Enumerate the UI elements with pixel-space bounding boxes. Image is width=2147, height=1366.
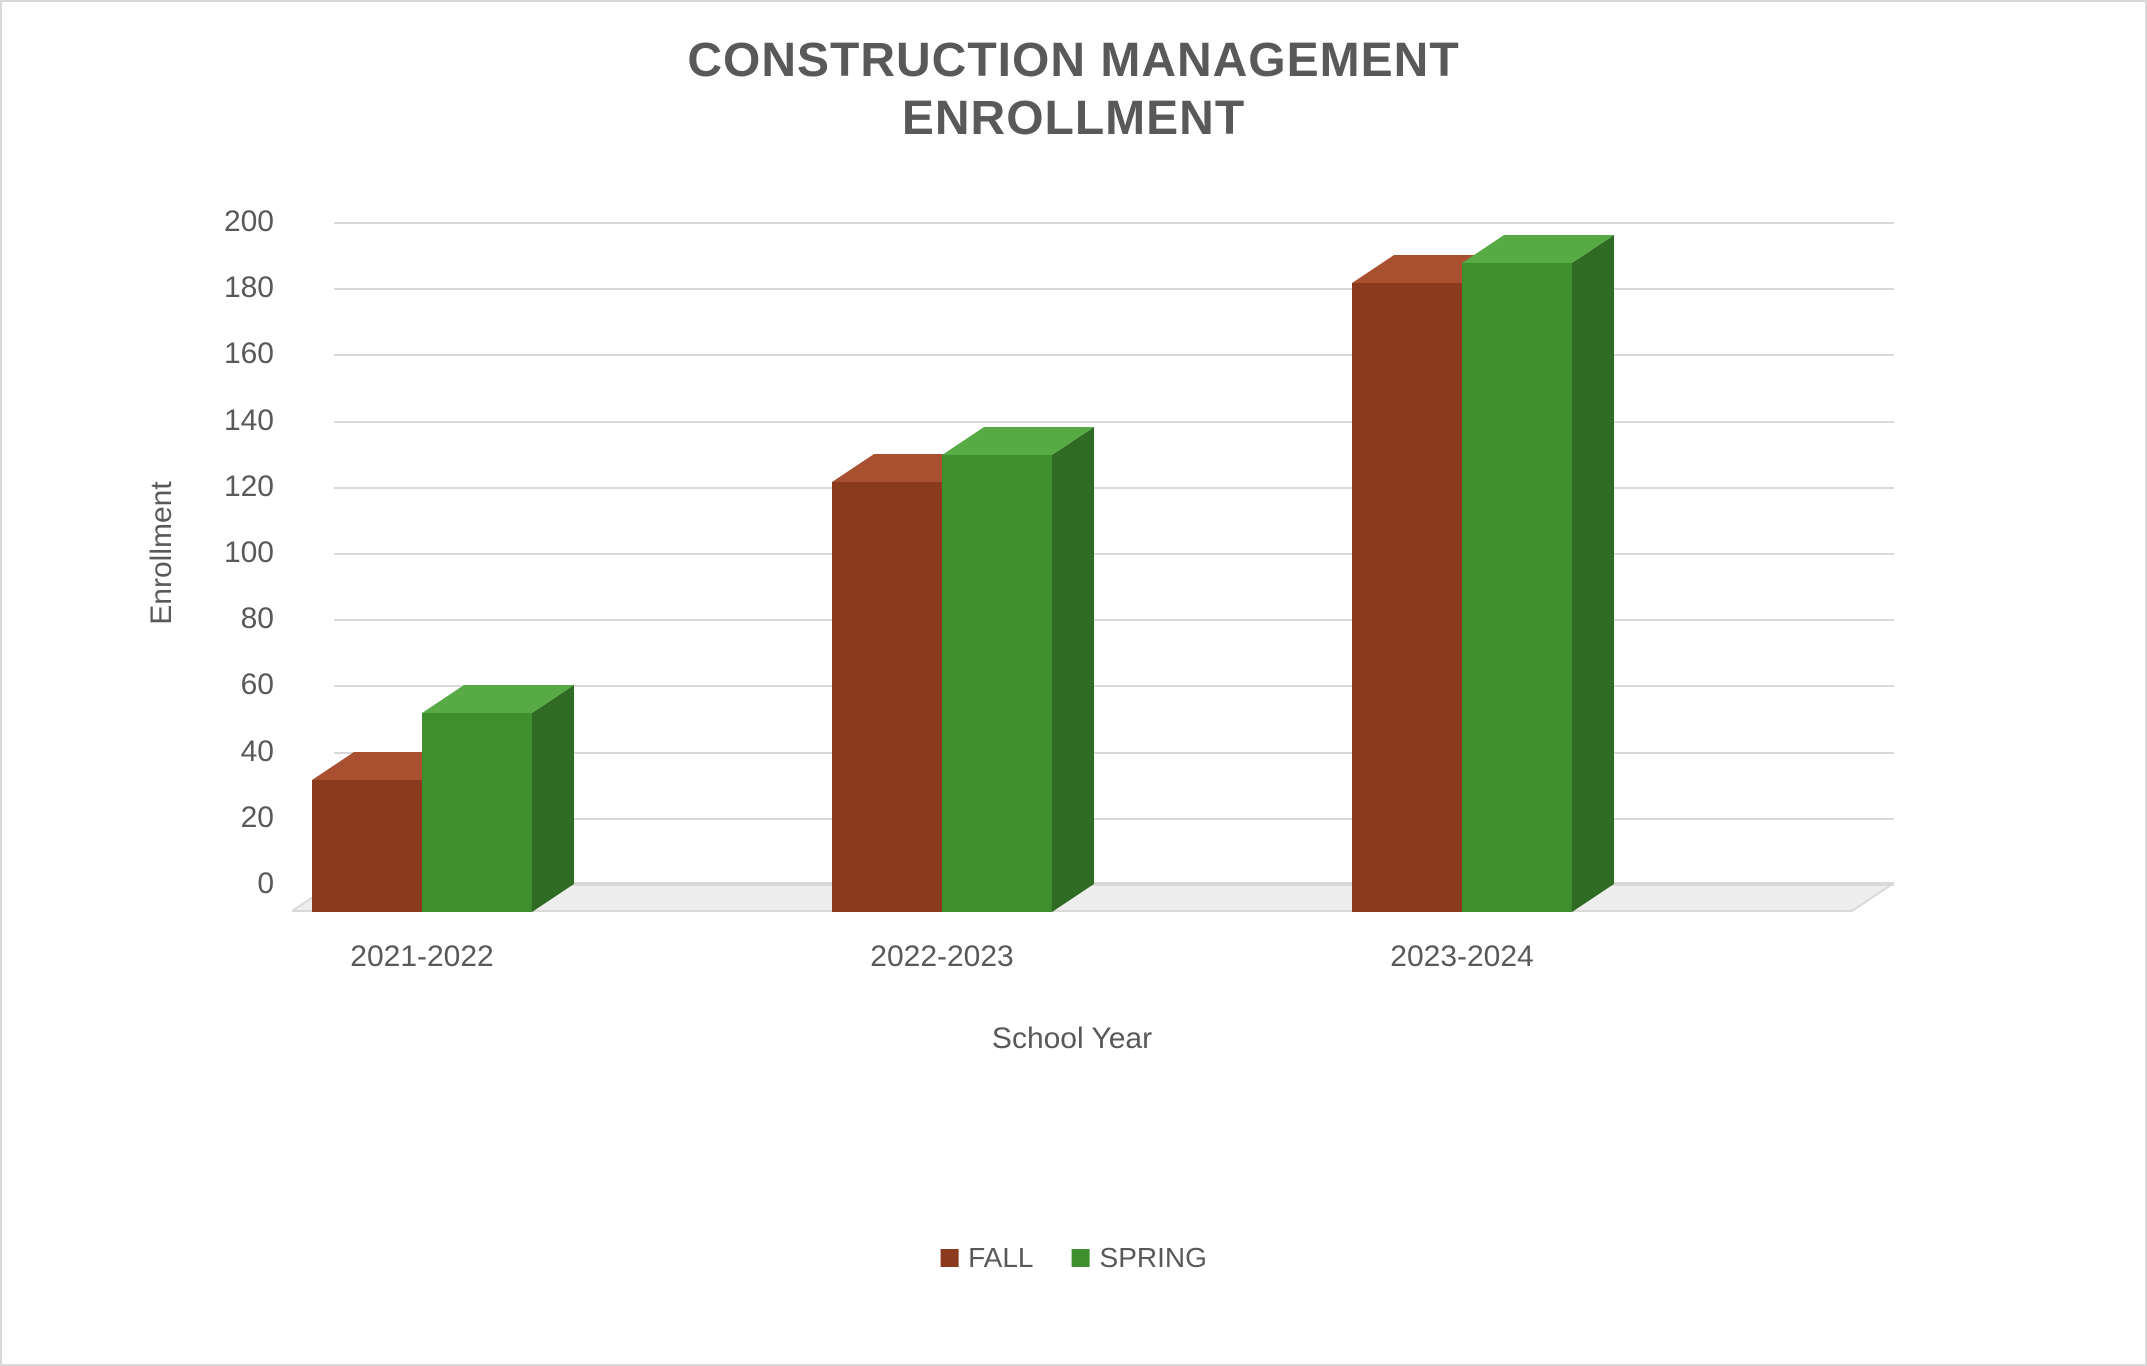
x-category-label: 2021-2022: [350, 912, 493, 974]
y-tick-label: 20: [241, 801, 274, 835]
legend: FALL SPRING: [940, 1242, 1207, 1274]
gridline: [334, 354, 1894, 356]
gridline: [334, 884, 1894, 886]
y-tick-label: 0: [257, 867, 274, 901]
gridline: [334, 288, 1894, 290]
y-axis-title: Enrollment: [145, 481, 179, 624]
legend-item-spring: SPRING: [1072, 1242, 1207, 1274]
chart-floor: [292, 882, 1894, 914]
y-tick-label: 40: [241, 735, 274, 769]
x-category-label: 2022-2023: [870, 912, 1013, 974]
legend-item-fall: FALL: [940, 1242, 1033, 1274]
chart-frame: CONSTRUCTION MANAGEMENT ENROLLMENT 02040…: [0, 0, 2147, 1366]
y-tick-label: 140: [224, 404, 274, 438]
gridline: [334, 818, 1894, 820]
chart-title-line-1: CONSTRUCTION MANAGEMENT: [2, 32, 2145, 90]
x-axis-title: School Year: [992, 1022, 1152, 1056]
y-tick-label: 80: [241, 602, 274, 636]
y-tick-label: 200: [224, 205, 274, 239]
y-tick-label: 60: [241, 668, 274, 702]
gridline: [334, 222, 1894, 224]
legend-swatch: [1072, 1249, 1090, 1267]
y-tick-label: 160: [224, 337, 274, 371]
bar-fall-2021-2022: [312, 780, 422, 912]
chart-title-line-2: ENROLLMENT: [2, 90, 2145, 148]
gridline: [334, 487, 1894, 489]
gridline: [334, 553, 1894, 555]
bar-fall-2022-2023: [832, 482, 942, 912]
bar-spring-2022-2023: [942, 455, 1052, 912]
bars-layer: [292, 222, 1852, 912]
gridline: [334, 619, 1894, 621]
gridline: [334, 752, 1894, 754]
bar-spring-2021-2022: [422, 713, 532, 912]
y-tick-label: 180: [224, 271, 274, 305]
gridline: [334, 685, 1894, 687]
bar-spring-2023-2024: [1462, 263, 1572, 912]
gridline: [334, 421, 1894, 423]
legend-label: SPRING: [1100, 1242, 1207, 1274]
chart-title: CONSTRUCTION MANAGEMENT ENROLLMENT: [2, 32, 2145, 147]
legend-swatch: [940, 1249, 958, 1267]
y-tick-label: 100: [224, 536, 274, 570]
x-category-label: 2023-2024: [1390, 912, 1533, 974]
legend-label: FALL: [968, 1242, 1033, 1274]
y-tick-label: 120: [224, 470, 274, 504]
plot-area: 0204060801001201401601802002021-20222022…: [292, 222, 1852, 912]
